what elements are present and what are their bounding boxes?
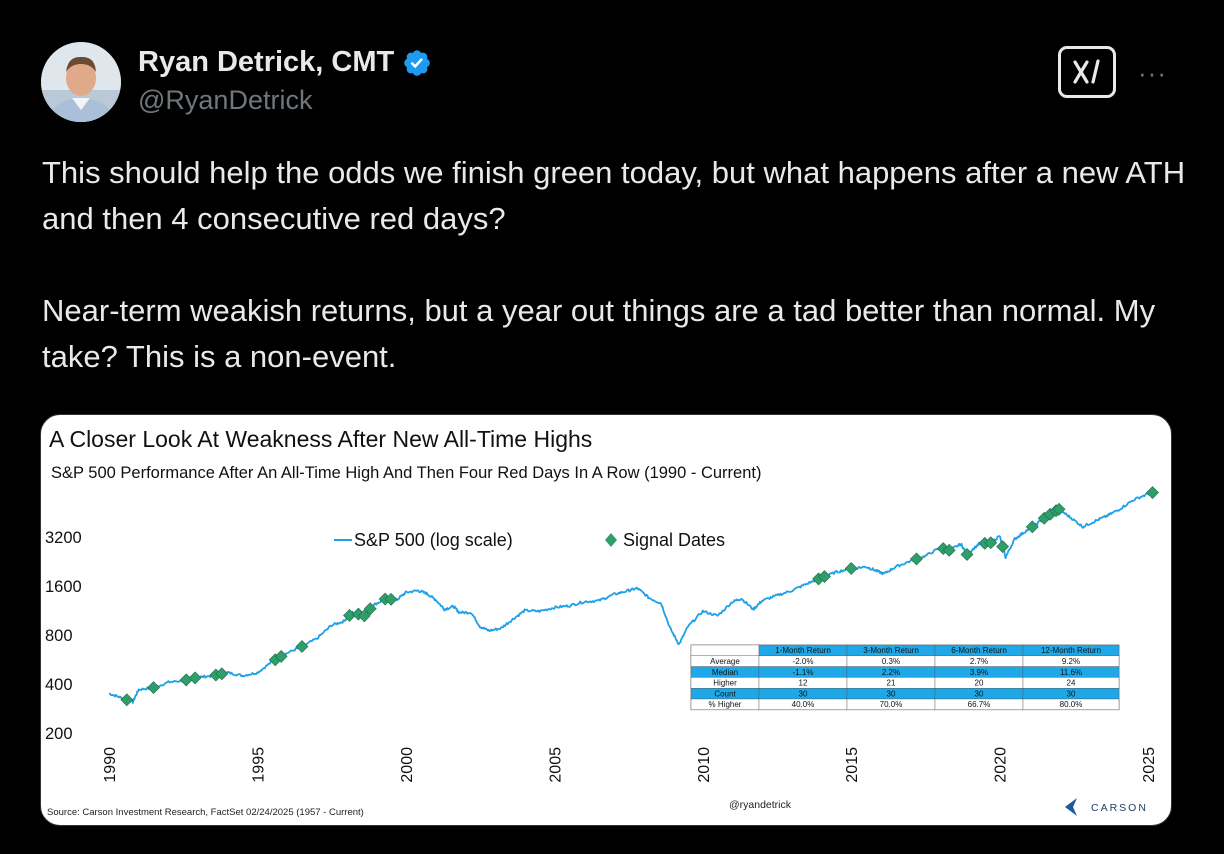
signal-date-marker [120,693,134,707]
table-row-label: Count [714,689,736,698]
x-tick-label: 2015 [844,747,861,783]
signal-date-marker [818,570,831,583]
table-cell-value: 30 [887,689,896,698]
signal-date-marker [1025,520,1039,534]
legend-marker-swatch [605,533,617,547]
table-cell-value: 30 [1067,689,1076,698]
table-cell-value: 20 [975,679,984,688]
signal-date-marker [188,671,202,685]
table-header-label: 3-Month Return [863,646,919,655]
table-cell-value: 9.2% [1062,657,1080,666]
table-header-cell [690,644,760,657]
table-cell-value: 2.7% [970,657,988,666]
table-cell-value: 80.0% [1060,700,1083,709]
x-tick-label: 2010 [696,747,713,783]
table-cell-value: 30 [975,689,984,698]
table-cell-value: 40.0% [792,700,815,709]
verified-badge-icon [404,49,431,76]
signal-date-marker [274,649,288,663]
table-cell-value: 0.3% [882,657,900,666]
y-tick-label: 1600 [45,578,82,596]
table-row-label: % Higher [709,700,742,709]
x-tick-label: 2005 [547,747,564,783]
y-tick-label: 3200 [45,529,82,547]
chart-svg: A Closer Look At Weakness After New All-… [45,426,1159,818]
tweet-text: This should help the odds we finish gree… [42,150,1192,380]
avatar-image [41,42,121,122]
signal-date-marker [147,681,160,695]
signal-date-marker [295,640,309,653]
signal-date-marker [363,602,377,616]
tweet-paragraph-1: This should help the odds we finish gree… [42,155,1186,236]
table-cell-value: 24 [1067,679,1076,688]
chart-subtitle: S&P 500 Performance After An All-Time Hi… [51,464,761,482]
signal-date-marker [960,548,974,561]
table-cell-value: 30 [799,689,808,698]
author-display-name[interactable]: Ryan Detrick, CMT [138,46,395,78]
tweet-paragraph-2: Near-term weakish returns, but a year ou… [42,293,1156,374]
signal-date-marker [844,562,858,575]
chart-title: A Closer Look At Weakness After New All-… [49,426,592,452]
x-tick-label: 1990 [102,747,119,783]
author-name-row[interactable]: Ryan Detrick, CMT [138,46,432,79]
table-cell-value: 11.6% [1060,668,1082,677]
signal-date-marker [357,609,371,623]
table-header-label: 1-Month Return [775,646,831,655]
table-cell-value: 66.7% [968,700,991,709]
x-tick-label: 2000 [399,747,416,783]
signal-date-marker [179,673,193,687]
y-tick-label: 800 [45,627,73,645]
grok-button[interactable] [1058,46,1116,98]
tweet-media-chart[interactable]: A Closer Look At Weakness After New All-… [40,414,1172,826]
table-row-label: Median [712,668,738,677]
table-row-label: Average [710,657,740,666]
chart-source: Source: Carson Investment Research, Fact… [47,807,364,818]
signal-date-marker [942,543,956,557]
sp500-series-line [108,491,1154,704]
table-cell-value: 70.0% [880,700,903,709]
signal-date-marker [1052,502,1066,516]
x-tick-label: 2020 [993,747,1010,783]
x-tick-label: 2025 [1141,747,1158,783]
legend-line-label: S&P 500 (log scale) [354,530,513,550]
author-handle[interactable]: @RyanDetrick [138,85,313,115]
avatar[interactable] [41,42,121,122]
grok-icon [1073,59,1100,84]
legend-marker-label: Signal Dates [623,530,725,550]
carson-logo-icon [1065,798,1077,816]
table-header-label: 12-Month Return [1041,646,1101,655]
carson-brand-label: CARSON [1091,802,1148,814]
x-tick-label: 1995 [250,747,267,783]
signal-date-marker [384,592,398,606]
table-cell [1022,698,1120,711]
signal-date-marker [215,667,229,681]
table-cell-value: -1.1% [793,668,814,677]
table-cell-value: 2.2% [882,668,900,677]
signal-date-marker [910,552,923,566]
table-cell-value: 21 [887,679,896,688]
table-cell-value: -2.0% [793,657,814,666]
signal-date-marker [984,536,998,550]
table-cell-value: 3.9% [970,668,988,677]
signal-date-marker [996,540,1010,554]
y-tick-label: 400 [45,676,73,694]
chart-watermark: @ryandetrick [729,799,792,811]
table-cell-value: 12 [799,679,808,688]
table-row-label: Higher [713,679,737,688]
table-header-label: 6-Month Return [951,646,1007,655]
more-options-icon[interactable]: ··· [1138,58,1167,88]
y-tick-label: 200 [45,725,73,743]
signal-date-marker [1146,486,1159,499]
